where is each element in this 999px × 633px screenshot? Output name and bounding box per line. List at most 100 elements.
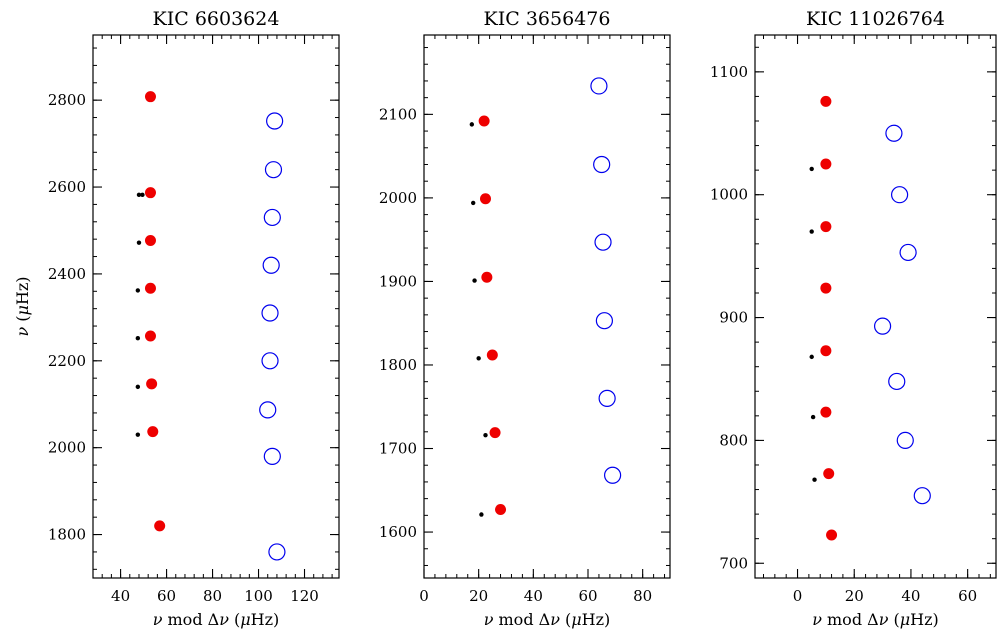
- y-tick-label: 1000: [710, 186, 748, 204]
- x-axis-label: ν mod Δν (μHz): [153, 610, 280, 629]
- panel-2: KIC 3656476 0 20 40 60 80 1600 1700 1800 1900 2000…: [379, 8, 671, 629]
- l2-mode-point: [136, 192, 142, 198]
- l1-mode-point: [590, 77, 608, 95]
- x-tick-label: 80: [203, 587, 222, 605]
- x-axis-label: ν mod Δν (μHz): [484, 610, 611, 629]
- l1-mode-point: [593, 155, 611, 174]
- l1-mode-point: [259, 401, 277, 419]
- y-tick-label: 1800: [48, 526, 86, 544]
- l2-mode-point: [476, 356, 481, 361]
- panel-3: KIC 11026764 0 20 40 60 700 800 900 1000 1100 ν mo…: [710, 8, 997, 629]
- y-axis-label: ν (μHz): [13, 276, 32, 336]
- l0-mode-point: [481, 271, 493, 283]
- l0-mode-point: [489, 427, 501, 439]
- l2-mode-point: [471, 200, 476, 206]
- l1-mode-point: [263, 208, 281, 227]
- l2-mode-point: [809, 166, 814, 172]
- y-tick-label: 1900: [379, 272, 417, 290]
- l2-mode-point: [812, 477, 817, 482]
- l0-mode-point: [823, 468, 835, 480]
- y-tick-label: 1700: [379, 440, 417, 458]
- l0-mode-point: [144, 330, 156, 342]
- panel-title: KIC 3656476: [484, 8, 611, 30]
- l1-mode-point: [899, 243, 917, 262]
- x-tick-label: 60: [578, 587, 597, 605]
- l2-mode-point: [810, 414, 816, 420]
- x-tick-label: 100: [244, 587, 273, 605]
- l0-mode-point: [478, 115, 490, 127]
- l0-mode-point: [144, 187, 156, 199]
- l1-mode-point: [594, 233, 612, 251]
- l2-mode-point: [809, 354, 814, 360]
- l1-mode-point: [263, 447, 281, 465]
- y-tick-label: 1800: [379, 356, 417, 374]
- y-tick-label: 2000: [379, 189, 417, 207]
- l0-mode-point: [146, 378, 158, 390]
- l1-mode-point: [603, 466, 622, 484]
- l1-mode-point: [266, 112, 284, 130]
- l0-mode-point: [154, 520, 166, 532]
- l2-mode-point: [135, 384, 141, 390]
- l1-mode-point: [885, 124, 903, 142]
- y-tick-label: 700: [719, 554, 748, 572]
- x-tick-label: 0: [419, 587, 429, 605]
- y-tick-label: 2000: [48, 439, 86, 457]
- y-tick-label: 1600: [379, 523, 417, 541]
- l0-mode-point: [820, 95, 832, 107]
- l2-mode-point: [135, 432, 141, 437]
- l0-mode-point: [144, 234, 156, 246]
- panel-1: KIC 6603624 40 60 80 100 120 1800 2000 2200 2400 2…: [13, 8, 340, 629]
- l0-mode-point: [495, 503, 507, 515]
- l1-mode-point: [873, 317, 892, 335]
- x-tick-label: 20: [845, 587, 864, 605]
- x-tick-label: 0: [793, 587, 803, 605]
- l1-mode-point: [913, 487, 931, 505]
- l1-mode-point: [896, 431, 914, 450]
- l2-mode-point: [135, 336, 141, 341]
- l2-mode-point: [479, 512, 484, 517]
- x-tick-label: 40: [111, 587, 130, 605]
- l0-mode-point: [826, 529, 838, 541]
- l0-mode-point: [486, 349, 498, 361]
- y-tick-label: 2100: [379, 105, 417, 123]
- l1-mode-point: [262, 256, 280, 274]
- l1-mode-point: [890, 186, 909, 204]
- l1-mode-point: [595, 312, 614, 330]
- l1-mode-point: [261, 352, 279, 370]
- plot-frame: [92, 34, 340, 579]
- y-tick-label: 1100: [710, 63, 748, 81]
- plot-frame: [423, 34, 671, 579]
- l0-mode-point: [820, 406, 832, 418]
- x-tick-label: 40: [901, 587, 920, 605]
- l2-mode-point: [472, 278, 477, 283]
- x-tick-label: 20: [469, 587, 488, 605]
- x-tick-label: 120: [290, 587, 319, 605]
- l1-mode-point: [261, 304, 279, 322]
- l1-mode-point: [264, 161, 283, 179]
- x-axis-label: ν mod Δν (μHz): [812, 610, 939, 629]
- x-tick-label: 60: [958, 587, 977, 605]
- x-tick-label: 60: [157, 587, 176, 605]
- x-tick-label: 40: [524, 587, 543, 605]
- l0-mode-point: [820, 221, 832, 233]
- y-tick-label: 900: [719, 309, 748, 327]
- l0-mode-point: [147, 426, 159, 438]
- l1-mode-point: [598, 389, 616, 407]
- x-tick-label: 80: [633, 587, 652, 605]
- l1-mode-point: [268, 543, 286, 561]
- l2-mode-point: [483, 432, 488, 438]
- panel-title: KIC 11026764: [806, 8, 945, 30]
- panel-title: KIC 6603624: [153, 8, 280, 30]
- l2-mode-point: [469, 122, 475, 127]
- l2-mode-point: [140, 192, 145, 198]
- l1-mode-point: [888, 372, 906, 391]
- l0-mode-point: [144, 91, 156, 103]
- l0-mode-point: [820, 158, 832, 170]
- l0-mode-point: [820, 345, 832, 357]
- l0-mode-point: [144, 282, 156, 294]
- l0-mode-point: [480, 193, 491, 205]
- l2-mode-point: [135, 288, 141, 293]
- y-tick-label: 2800: [48, 91, 86, 109]
- y-tick-label: 2400: [48, 265, 86, 283]
